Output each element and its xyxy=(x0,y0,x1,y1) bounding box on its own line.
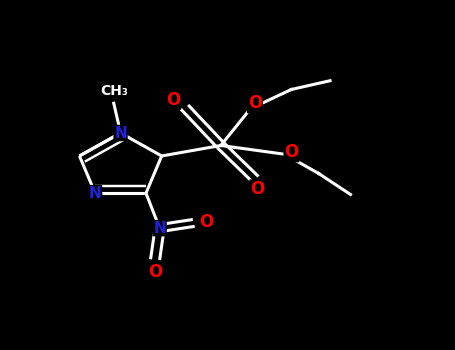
Text: O: O xyxy=(284,144,298,161)
Text: O: O xyxy=(148,263,162,281)
Text: N: N xyxy=(153,220,166,236)
Text: N: N xyxy=(89,186,101,201)
Text: O: O xyxy=(250,180,264,198)
Text: O: O xyxy=(248,94,262,112)
Text: O: O xyxy=(199,213,213,231)
Text: CH₃: CH₃ xyxy=(100,84,128,98)
Text: N: N xyxy=(114,126,127,140)
Text: O: O xyxy=(166,91,180,109)
